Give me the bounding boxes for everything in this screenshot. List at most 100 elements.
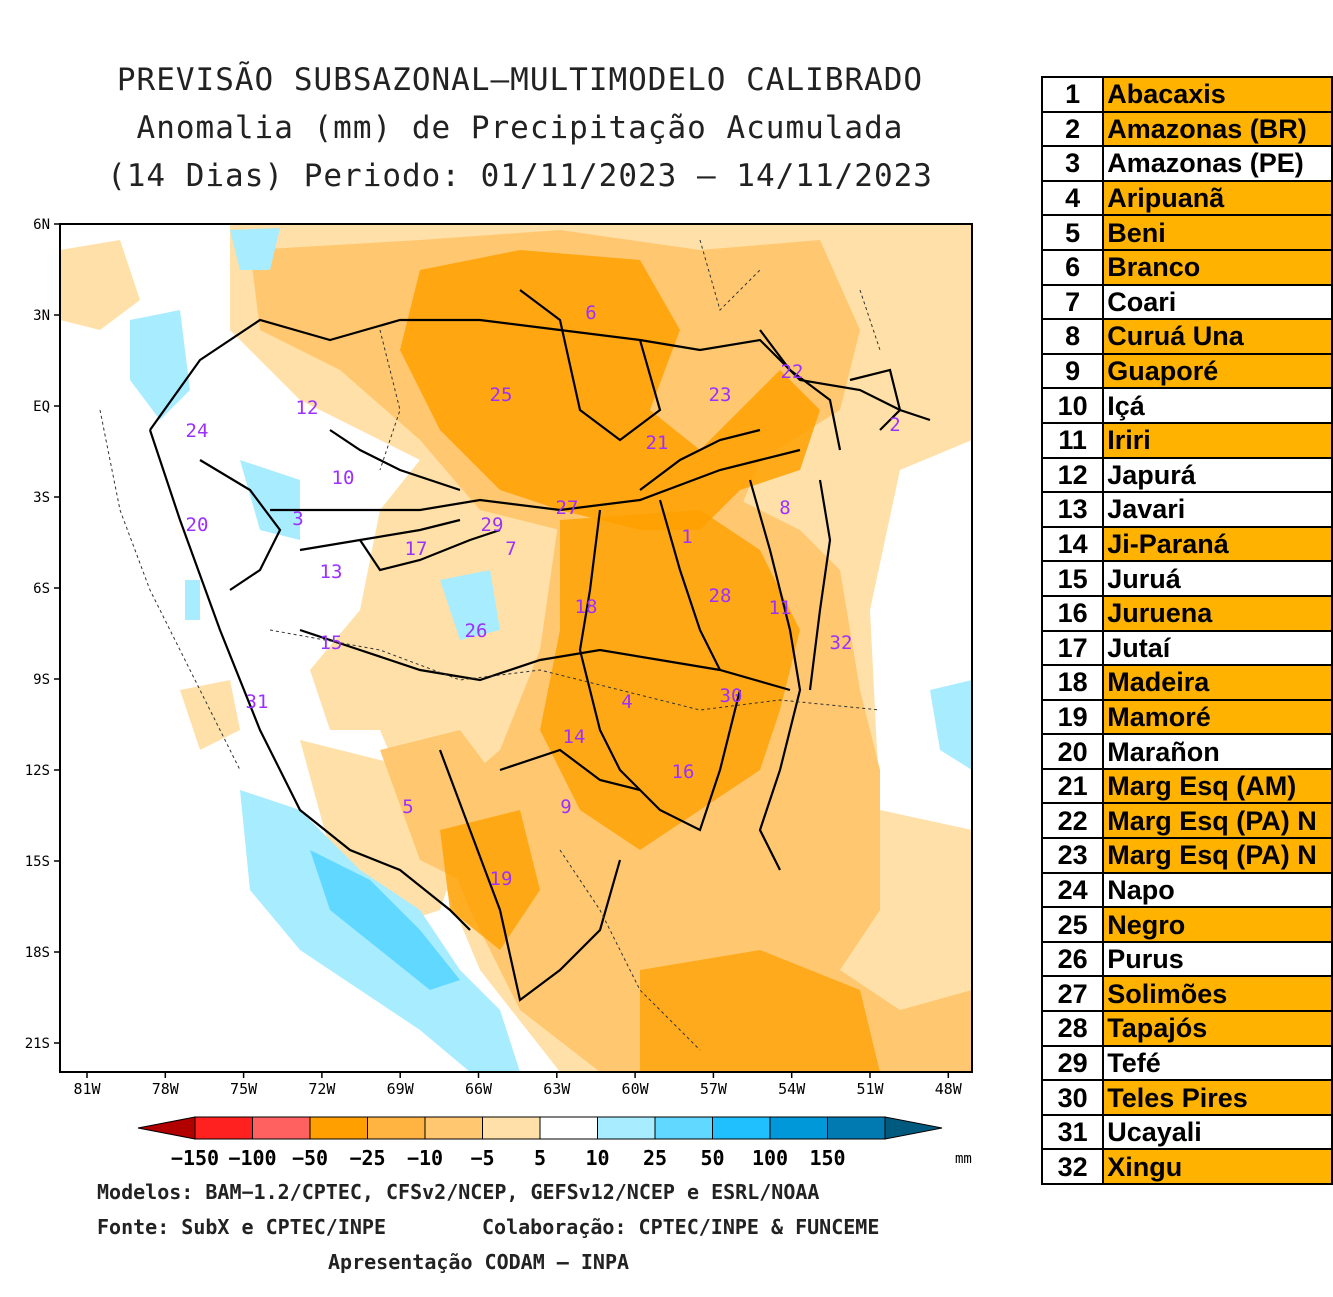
colorbar-segment (539, 1116, 598, 1140)
colorbar-segment (424, 1116, 483, 1140)
basin-number: 32 (1040, 1148, 1105, 1185)
basin-label-6: 6 (585, 302, 596, 324)
basin-name: Marg Esq (PA) N (1102, 802, 1333, 840)
footer-presentation: Apresentação CODAM — INPA (328, 1250, 630, 1274)
basin-name: Guaporé (1102, 352, 1333, 390)
longitude-axis: 81W 78W 75W 72W 69W 66W 63W 60W 57W 54W 51W 48W (73, 1072, 963, 1098)
colorbar-tick-label: 10 (585, 1146, 609, 1170)
lat-tick-label: 6S (33, 581, 50, 597)
basin-label-15: 15 (320, 632, 343, 654)
lon-tick-label: 81W (73, 1080, 101, 1098)
colorbar-tick-label: −50 (292, 1146, 328, 1170)
basin-name: Tapajós (1102, 1010, 1333, 1047)
basin-name: Ucayali (1102, 1113, 1333, 1151)
basin-row: 18 Madeira (1040, 664, 1333, 701)
basin-name: Içá (1102, 387, 1333, 424)
basin-number: 16 (1040, 594, 1105, 632)
basin-number: 28 (1040, 1010, 1105, 1047)
basin-label-22: 22 (781, 361, 804, 383)
basin-number: 17 (1040, 629, 1105, 667)
precipitation-anomaly-map: 6N 3N EQ 3S 6S 9S 12S 15S 18S 21S 81W 78W 75W 72W 69W… (25, 217, 973, 1170)
colorbar-segment (367, 1116, 426, 1140)
basin-label-12: 12 (296, 397, 319, 419)
basin-name: Napo (1102, 871, 1333, 909)
basin-label-2: 2 (889, 414, 900, 436)
basin-label-20: 20 (186, 514, 209, 536)
basin-name: Juruá (1102, 560, 1333, 597)
basin-row: 32 Xingu (1040, 1148, 1333, 1185)
basin-name: Abacaxis (1102, 76, 1333, 113)
basin-number: 30 (1040, 1079, 1105, 1116)
basin-row: 22 Marg Esq (PA) N (1040, 802, 1333, 840)
colorbar-tick-label: −10 (407, 1146, 443, 1170)
colorbar-tick-label: 50 (700, 1146, 724, 1170)
colorbar-segment (597, 1116, 656, 1140)
basin-outlines (148, 289, 931, 1002)
basin-name: Amazonas (PE) (1102, 145, 1333, 182)
basin-label-11: 11 (769, 597, 792, 619)
lon-tick-label: 51W (856, 1080, 884, 1098)
basin-number: 9 (1040, 352, 1105, 390)
basin-number: 18 (1040, 664, 1105, 701)
basin-number-labels: 1234567891011121314151617181920212223242… (186, 302, 901, 890)
basin-label-21: 21 (646, 432, 669, 454)
basin-number: 6 (1040, 248, 1105, 286)
colorbar-segment (712, 1116, 771, 1140)
basin-label-26: 26 (465, 620, 488, 642)
basin-label-19: 19 (490, 868, 513, 890)
basin-label-7: 7 (505, 538, 516, 560)
colorbar-segment (194, 1116, 253, 1140)
basin-name: Jutaí (1102, 629, 1333, 667)
basin-name: Iriri (1102, 421, 1333, 459)
footer-collab: Colaboração: CPTEC/INPE & FUNCEME (482, 1215, 880, 1239)
basin-row: 5 Beni (1040, 214, 1333, 251)
colorbar-arrow-right (884, 1116, 943, 1140)
colorbar-tick-label: 100 (752, 1146, 788, 1170)
basin-number: 27 (1040, 975, 1105, 1013)
anomaly-field (60, 224, 972, 1072)
basin-row: 15 Juruá (1040, 560, 1333, 597)
basin-label-4: 4 (621, 691, 632, 713)
basin-name: Solimões (1102, 975, 1333, 1013)
title-line-2: Anomalia (mm) de Precipitação Acumulada (136, 110, 904, 146)
lat-tick-label: 3S (33, 490, 50, 506)
basin-name: Teles Pires (1102, 1079, 1333, 1116)
basin-name: Purus (1102, 940, 1333, 978)
basin-name: Branco (1102, 248, 1333, 286)
title-line-3: (14 Dias) Periodo: 01/11/2023 — 14/11/20… (107, 158, 933, 194)
basin-number: 25 (1040, 906, 1105, 943)
basin-name: Tefé (1102, 1044, 1333, 1082)
basin-row: 24 Napo (1040, 871, 1333, 909)
lat-tick-label: 6N (33, 217, 50, 233)
lat-tick-label: 12S (25, 763, 50, 779)
basin-number: 31 (1040, 1113, 1105, 1151)
basin-row: 21 Marg Esq (AM) (1040, 767, 1333, 805)
lat-tick-label: 9S (33, 672, 50, 688)
basin-name: Japurá (1102, 456, 1333, 494)
colorbar-tick-label: −150 (171, 1146, 219, 1170)
basin-name: Madeira (1102, 664, 1333, 701)
lon-tick-label: 78W (152, 1080, 180, 1098)
colorbar-segment (309, 1116, 368, 1140)
lon-tick-label: 75W (230, 1080, 258, 1098)
map-frame (59, 223, 973, 1073)
latitude-axis: 6N 3N EQ 3S 6S 9S 12S 15S 18S 21S (25, 217, 60, 1052)
basin-name: Javari (1102, 491, 1333, 528)
lat-tick-label: EQ (33, 399, 50, 415)
basin-number: 19 (1040, 698, 1105, 736)
basin-name: Ji-Paraná (1102, 525, 1333, 563)
basin-label-27: 27 (556, 497, 579, 519)
basin-row: 19 Mamoré (1040, 698, 1333, 736)
basin-label-25: 25 (490, 384, 513, 406)
basin-row: 10 Içá (1040, 387, 1333, 424)
basin-row: 26 Purus (1040, 940, 1333, 978)
lon-tick-label: 63W (543, 1080, 571, 1098)
basin-name: Marg Esq (AM) (1102, 767, 1333, 805)
basin-number: 26 (1040, 940, 1105, 978)
basin-row: 6 Branco (1040, 248, 1333, 286)
basin-row: 31 Ucayali (1040, 1113, 1333, 1151)
basin-row: 20 Marañon (1040, 733, 1333, 770)
basin-number: 24 (1040, 871, 1105, 909)
basin-label-32: 32 (830, 632, 853, 654)
basin-number: 7 (1040, 283, 1105, 321)
